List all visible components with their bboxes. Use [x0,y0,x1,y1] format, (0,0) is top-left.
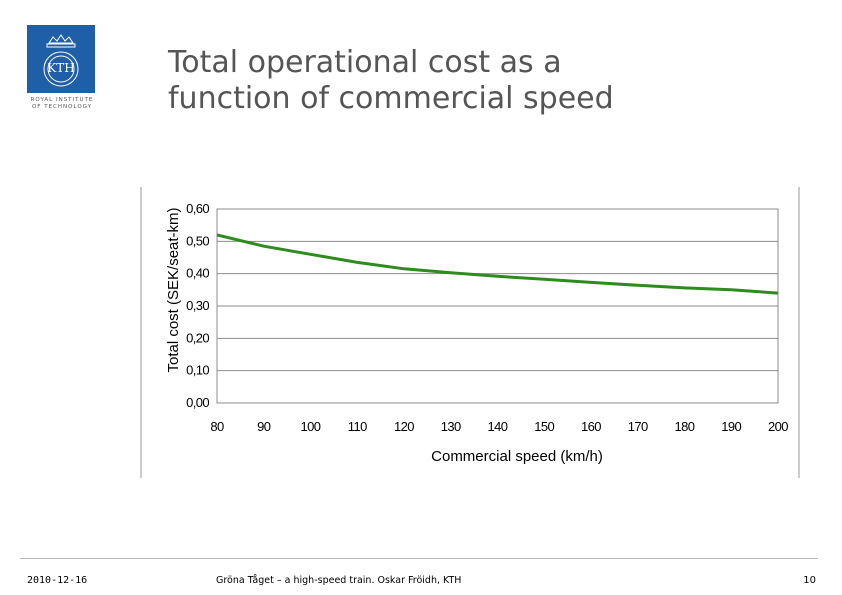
footer-date: 2010-12-16 [27,575,88,586]
y-tick-label: 0,00 [186,395,209,410]
x-tick-label: 130 [441,419,461,434]
slide-title: Total operational cost as a function of … [168,45,808,117]
kth-logo: KTH [27,25,95,93]
logo-caption: ROYAL INSTITUTE OF TECHNOLOGY [24,97,100,111]
x-axis-label: Commercial speed (km/h) [431,448,603,465]
x-tick-label: 150 [534,419,554,434]
x-tick-label: 90 [257,419,271,434]
x-tick-label: 200 [768,419,788,434]
y-tick-label: 0,20 [186,330,209,345]
slide-title-line1: Total operational cost as a [168,45,562,80]
x-tick-label: 120 [394,419,414,434]
kth-logo-icon: KTH [27,25,95,93]
x-tick-label: 110 [348,419,367,434]
x-tick-label: 160 [581,419,601,434]
slide-title-line2: function of commercial speed [168,81,614,116]
x-tick-label: 100 [301,419,321,434]
series-line-total-cost [216,233,779,295]
page-number: 10 [803,575,816,586]
x-tick-label: 80 [210,419,224,434]
y-tick-label: 0,10 [186,363,209,378]
y-tick-label: 0,60 [186,201,209,216]
x-tick-label: 140 [488,419,508,434]
y-tick-label: 0,40 [186,266,209,281]
y-tick-label: 0,50 [186,233,209,248]
x-tick-label: 170 [628,419,648,434]
footer-caption: Gröna Tåget – a high-speed train. Oskar … [216,575,462,586]
y-tick-label: 0,30 [186,298,209,313]
logo-text: KTH [47,61,74,75]
footer-divider [20,558,818,559]
y-axis-label: Total cost (SEK/seat-km) [165,207,182,372]
logo-caption-line1: ROYAL INSTITUTE [30,97,94,103]
logo-caption-line2: OF TECHNOLOGY [31,104,93,110]
x-tick-label: 180 [675,419,695,434]
x-tick-label: 190 [721,419,741,434]
